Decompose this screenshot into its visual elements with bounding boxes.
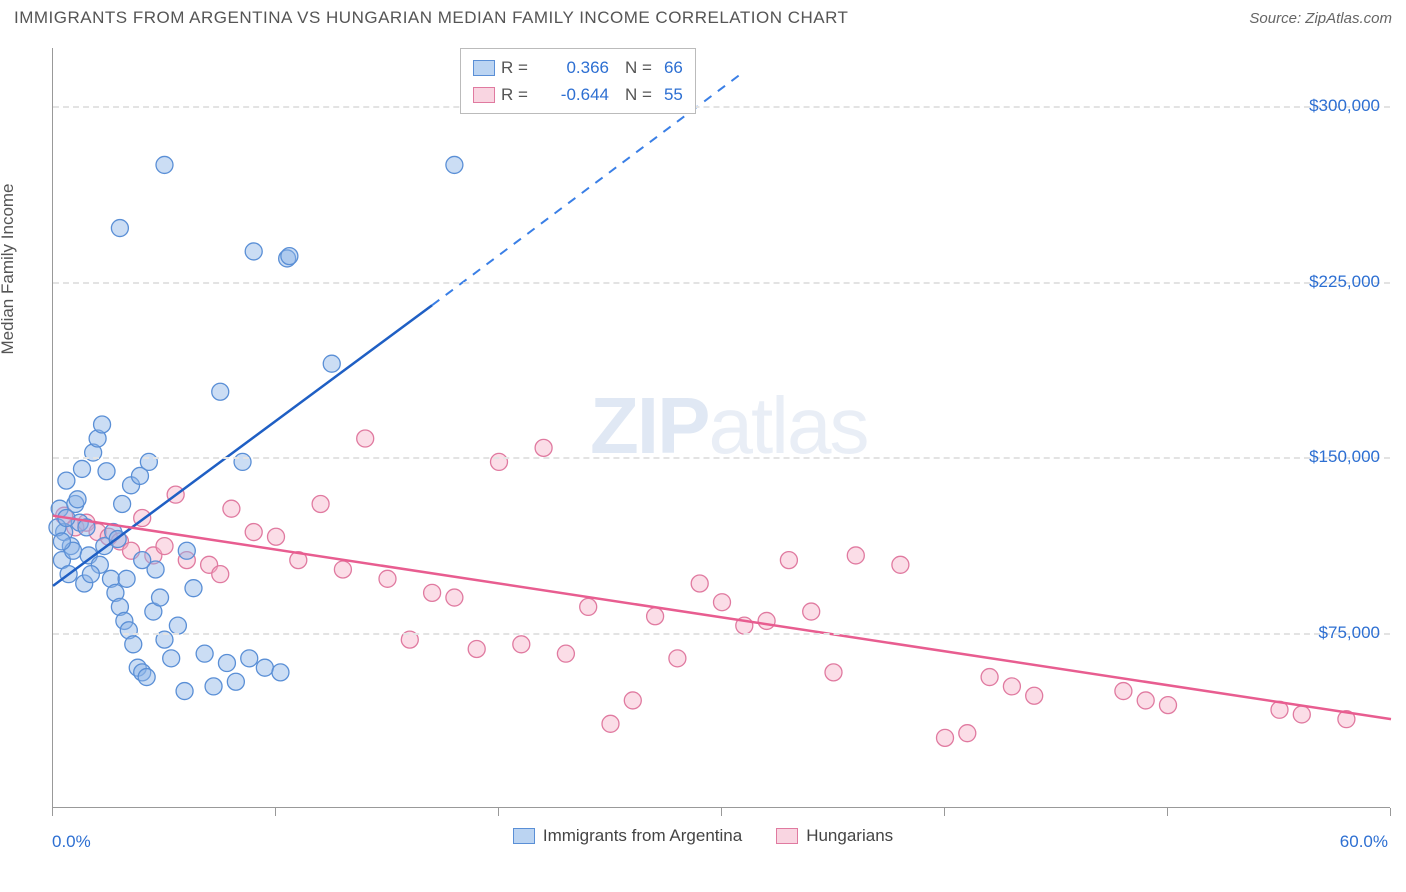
r-value: 0.366 [541, 54, 609, 81]
y-tick-label: $75,000 [1319, 623, 1380, 643]
gridline [53, 633, 1390, 635]
x-tick [275, 808, 276, 816]
y-tick-label: $150,000 [1309, 447, 1380, 467]
series-legend: Immigrants from Argentina Hungarians [0, 826, 1406, 846]
legend-swatch [776, 828, 798, 844]
x-axis-max-label: 60.0% [1340, 832, 1388, 852]
legend-swatch [473, 60, 495, 76]
legend-swatch [513, 828, 535, 844]
n-value: 55 [664, 81, 683, 108]
n-label: N = [625, 81, 652, 108]
y-tick-label: $300,000 [1309, 96, 1380, 116]
chart-title: IMMIGRANTS FROM ARGENTINA VS HUNGARIAN M… [14, 8, 848, 28]
x-tick [1390, 808, 1391, 816]
legend-item: Immigrants from Argentina [513, 826, 742, 846]
plot-svg [53, 48, 1390, 807]
x-tick [944, 808, 945, 816]
gridline [53, 457, 1390, 459]
legend-row: R =0.366 N = 66 [473, 54, 683, 81]
x-tick [52, 808, 53, 816]
x-axis-min-label: 0.0% [52, 832, 91, 852]
legend-item: Hungarians [776, 826, 893, 846]
r-value: -0.644 [541, 81, 609, 108]
n-value: 66 [664, 54, 683, 81]
legend-label: Hungarians [806, 826, 893, 846]
r-label: R = [501, 54, 535, 81]
gridline [53, 282, 1390, 284]
y-tick-label: $225,000 [1309, 272, 1380, 292]
x-tick [721, 808, 722, 816]
correlation-legend: R =0.366 N = 66 R =-0.644 N = 55 [460, 48, 696, 114]
legend-row: R =-0.644 N = 55 [473, 81, 683, 108]
legend-swatch [473, 87, 495, 103]
gridline [53, 106, 1390, 108]
legend-label: Immigrants from Argentina [543, 826, 742, 846]
source-citation: Source: ZipAtlas.com [1249, 10, 1392, 27]
r-label: R = [501, 81, 535, 108]
x-tick [1167, 808, 1168, 816]
n-label: N = [625, 54, 652, 81]
x-tick [498, 808, 499, 816]
y-axis-title: Median Family Income [0, 183, 18, 354]
scatter-chart: $75,000 $150,000 $225,000 $300,000 [52, 48, 1390, 808]
